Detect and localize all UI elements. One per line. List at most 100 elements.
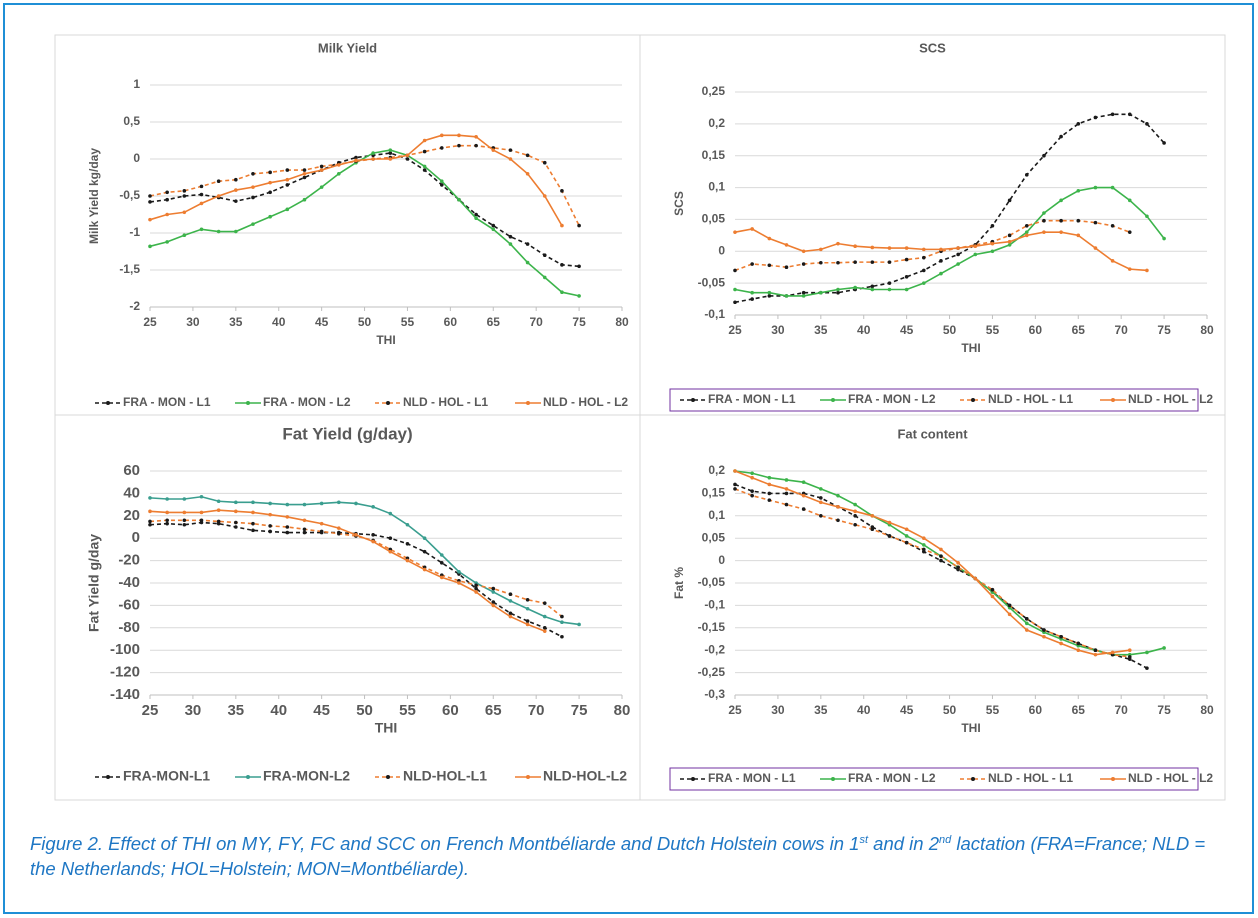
point xyxy=(767,294,772,298)
point xyxy=(542,629,547,633)
point xyxy=(371,151,375,155)
point xyxy=(1059,218,1063,223)
point xyxy=(302,502,307,507)
point xyxy=(733,469,737,473)
legend-marker xyxy=(386,401,390,405)
point xyxy=(422,138,427,143)
point xyxy=(990,224,995,228)
legend-box xyxy=(669,767,1199,791)
point xyxy=(887,246,892,250)
point xyxy=(525,619,530,623)
point xyxy=(836,287,840,292)
point xyxy=(251,195,255,200)
x-tick-label: 30 xyxy=(771,323,785,337)
point xyxy=(1110,112,1115,117)
point xyxy=(887,281,892,285)
point xyxy=(1127,267,1132,271)
point xyxy=(525,598,530,602)
point xyxy=(216,229,221,234)
point xyxy=(1076,188,1081,193)
x-tick-label: 65 xyxy=(1072,323,1086,337)
x-tick-label: 75 xyxy=(1157,703,1171,717)
point xyxy=(801,294,806,298)
point xyxy=(922,536,926,540)
point xyxy=(182,510,187,515)
x-tick-label: 45 xyxy=(900,323,914,337)
legend-label: FRA - MON - L2 xyxy=(263,395,351,409)
point xyxy=(388,157,393,161)
point xyxy=(560,620,564,624)
legend-label: NLD - HOL - L1 xyxy=(403,395,488,409)
x-axis-label: THI xyxy=(961,341,980,355)
point xyxy=(767,491,772,496)
point xyxy=(1110,185,1115,190)
y-axis-label: SCS xyxy=(672,191,686,216)
x-tick-label: 40 xyxy=(270,702,287,719)
caption-text: and in 2 xyxy=(868,833,940,855)
point xyxy=(870,527,875,532)
point xyxy=(733,268,737,273)
point xyxy=(1145,650,1149,655)
point xyxy=(319,521,324,526)
point xyxy=(750,475,754,480)
series-line xyxy=(734,488,1130,658)
point xyxy=(1093,115,1098,120)
y-tick-label: 0,05 xyxy=(702,212,726,226)
x-axis-label: THI xyxy=(961,721,980,735)
y-tick-label: 0 xyxy=(718,243,725,257)
point xyxy=(1007,612,1012,617)
point xyxy=(1042,628,1046,632)
series-line xyxy=(149,521,563,638)
point xyxy=(922,543,926,547)
y-axis-label: Fat Yield g/day xyxy=(86,534,102,632)
x-tick-label: 55 xyxy=(986,323,1000,337)
point xyxy=(508,611,513,616)
caption-text: lactation (FRA=France; NLD = the Netherl… xyxy=(30,833,1206,880)
x-tick-label: 30 xyxy=(771,703,785,717)
point xyxy=(388,549,393,554)
point xyxy=(508,242,513,246)
point xyxy=(767,475,772,480)
point xyxy=(285,515,290,519)
point xyxy=(784,487,789,491)
point xyxy=(1076,122,1081,126)
point xyxy=(750,290,754,295)
point xyxy=(1059,198,1063,203)
point xyxy=(870,514,875,518)
point xyxy=(371,505,375,509)
point xyxy=(819,290,823,295)
point xyxy=(1162,236,1166,241)
point xyxy=(491,600,496,604)
point xyxy=(1024,224,1029,228)
legend-label: FRA-MON-L1 xyxy=(123,768,210,784)
point xyxy=(182,497,187,501)
point xyxy=(922,268,926,273)
point xyxy=(733,482,737,487)
y-tick-label: 40 xyxy=(123,484,140,501)
point xyxy=(439,179,444,183)
x-tick-label: 75 xyxy=(572,315,586,329)
point xyxy=(148,509,152,514)
point xyxy=(388,148,393,152)
point xyxy=(853,522,857,527)
y-tick-label: -20 xyxy=(118,552,140,569)
point xyxy=(457,197,461,202)
point xyxy=(285,525,290,529)
point xyxy=(474,135,478,139)
point xyxy=(354,501,358,506)
point xyxy=(388,536,393,540)
point xyxy=(251,500,255,505)
point xyxy=(733,230,737,234)
point xyxy=(251,222,255,226)
point xyxy=(302,168,307,172)
y-tick-label: -0,1 xyxy=(704,307,725,321)
point xyxy=(439,575,444,580)
point xyxy=(870,284,875,289)
point xyxy=(1024,230,1029,234)
x-tick-label: 55 xyxy=(401,315,415,329)
point xyxy=(560,223,564,228)
legend-label: FRA - MON - L2 xyxy=(848,771,936,785)
x-tick-label: 35 xyxy=(227,702,244,719)
point xyxy=(251,185,255,189)
point xyxy=(268,170,272,175)
